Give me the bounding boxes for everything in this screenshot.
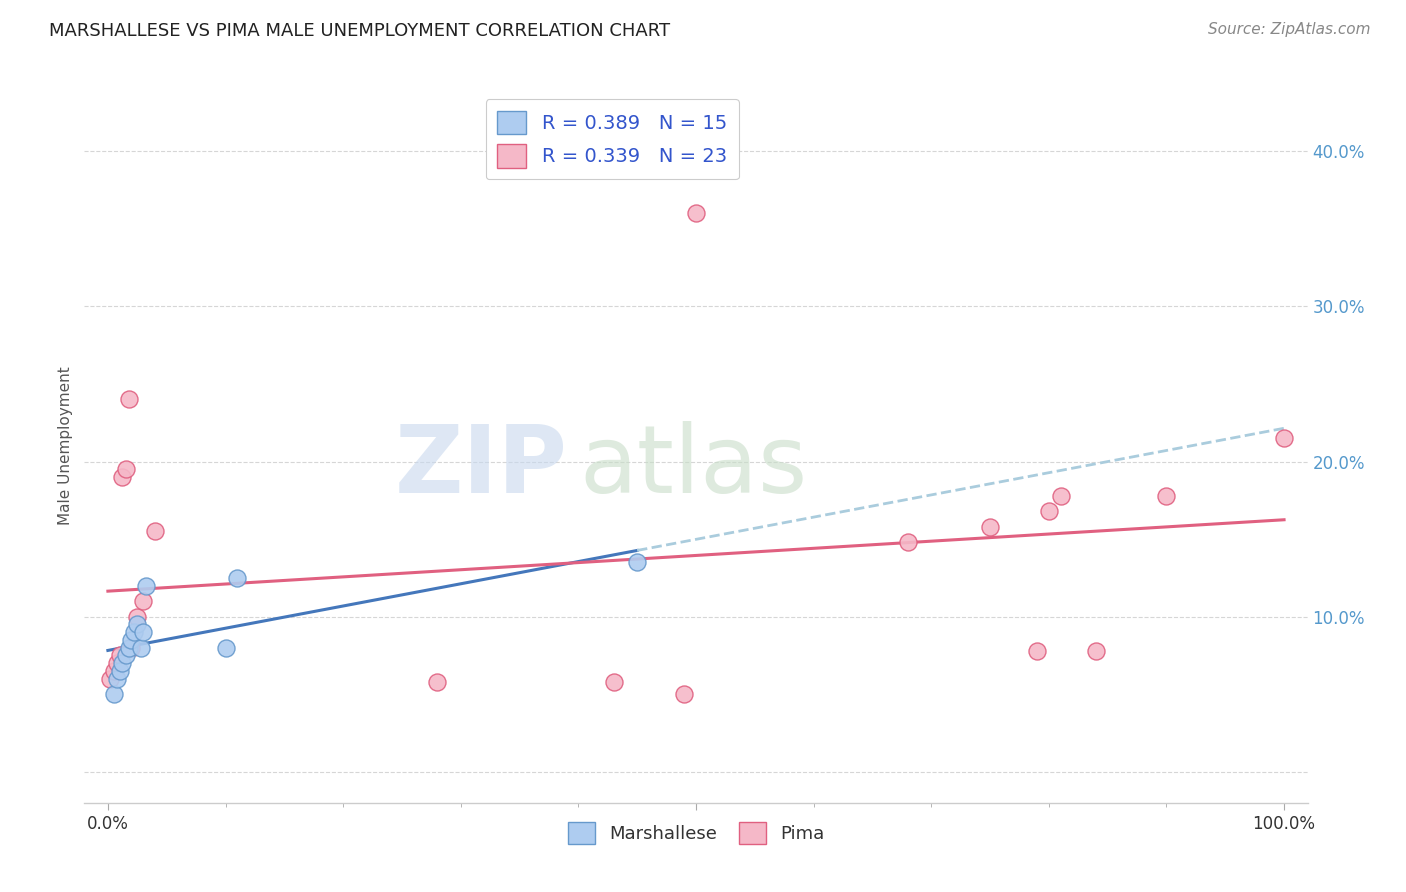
Point [122,625,145,640]
Legend: Marshallese, Pima: Marshallese, Pima [561,814,831,851]
Point [626,555,648,569]
Point [129,640,152,655]
Point [685,206,707,220]
Y-axis label: Male Unemployment: Male Unemployment [58,367,73,525]
Point [105,656,128,670]
Point [1049,489,1071,503]
Text: MARSHALLESE VS PIMA MALE UNEMPLOYMENT CORRELATION CHART: MARSHALLESE VS PIMA MALE UNEMPLOYMENT CO… [49,22,671,40]
Point [103,664,125,678]
Point [105,672,128,686]
Text: atlas: atlas [579,421,808,514]
Point [114,648,136,663]
Point [1026,644,1049,658]
Point [132,594,155,608]
Point [143,524,166,539]
Point [118,640,141,655]
Point [127,609,149,624]
Text: Source: ZipAtlas.com: Source: ZipAtlas.com [1208,22,1371,37]
Point [111,656,134,670]
Point [98,672,121,686]
Point [114,462,136,476]
Point [127,617,149,632]
Point [897,535,920,549]
Point [108,664,131,678]
Point [120,640,142,655]
Point [214,640,236,655]
Point [118,392,141,407]
Point [602,674,624,689]
Point [979,519,1001,533]
Point [1156,489,1178,503]
Point [1038,504,1060,518]
Point [1272,431,1295,445]
Point [111,470,134,484]
Point [132,625,155,640]
Text: ZIP: ZIP [395,421,568,514]
Point [108,648,131,663]
Point [226,571,249,585]
Point [135,579,157,593]
Point [673,687,696,701]
Point [103,687,125,701]
Point [120,632,142,647]
Point [426,674,449,689]
Point [1084,644,1107,658]
